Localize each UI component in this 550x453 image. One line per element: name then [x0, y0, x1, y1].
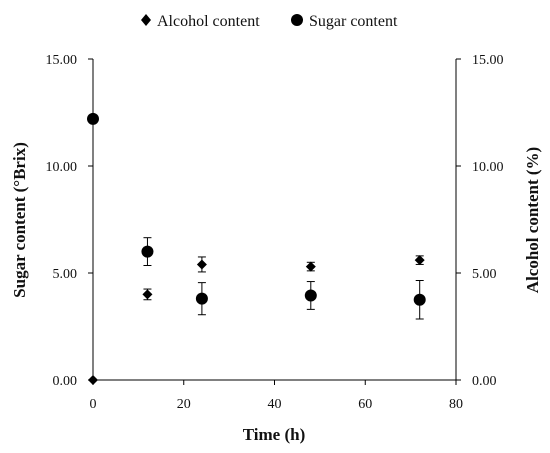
y-left-axis-title: Sugar content (°Brix) — [10, 142, 29, 298]
legend-label-alcohol: Alcohol content — [157, 13, 260, 30]
x-axis-title: Time (h) — [243, 425, 306, 444]
x-tick-label: 0 — [90, 397, 97, 412]
y-left-tick-label: 0.00 — [53, 374, 78, 389]
sugar-data-point — [141, 245, 154, 258]
alcohol-data-point — [196, 259, 207, 270]
x-tick-label: 20 — [177, 397, 191, 412]
y-right-ticks: 0.00 5.00 10.00 15.00 — [456, 53, 504, 389]
legend-circle-marker — [291, 14, 303, 26]
x-ticks: 0 20 40 60 80 — [90, 380, 463, 412]
y-right-tick-label: 10.00 — [472, 160, 504, 175]
legend: Alcohol content Sugar content — [141, 13, 398, 30]
sugar-data-point — [413, 293, 426, 306]
sugar-data-point — [304, 289, 317, 302]
y-left-tick-label: 5.00 — [53, 267, 78, 282]
legend-label-sugar: Sugar content — [309, 13, 398, 30]
y-left-tick-label: 10.00 — [46, 160, 78, 175]
y-right-tick-label: 0.00 — [472, 374, 497, 389]
y-right-tick-label: 15.00 — [472, 53, 504, 68]
x-tick-label: 40 — [268, 397, 282, 412]
y-left-ticks: 0.00 5.00 10.00 15.00 — [46, 53, 93, 389]
sugar-data-point — [87, 112, 99, 125]
y-right-tick-label: 5.00 — [472, 267, 497, 282]
alcohol-data-point — [142, 289, 153, 300]
sugar-data-point — [195, 292, 208, 305]
legend-item-alcohol: Alcohol content — [141, 13, 260, 30]
x-tick-label: 60 — [358, 397, 372, 412]
axes — [92, 59, 457, 381]
y-right-axis-title: Alcohol content (%) — [523, 147, 542, 293]
legend-diamond-marker — [141, 14, 151, 26]
legend-item-sugar: Sugar content — [291, 13, 398, 30]
x-tick-label: 80 — [449, 397, 463, 412]
alcohol-data-point — [305, 261, 316, 272]
data-marks — [87, 112, 426, 385]
alcohol-data-point — [88, 375, 98, 385]
alcohol-data-point — [414, 255, 425, 266]
y-left-tick-label: 15.00 — [46, 53, 78, 68]
